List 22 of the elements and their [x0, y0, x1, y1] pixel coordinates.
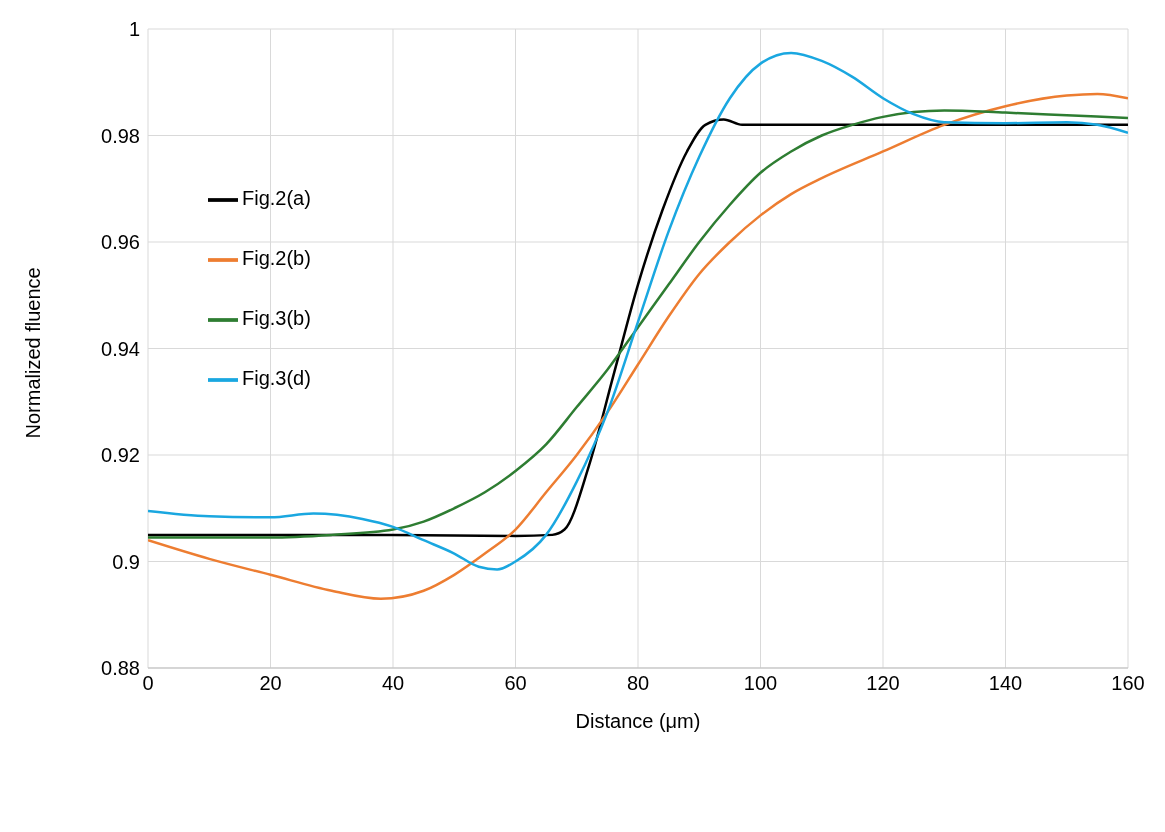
y-tick-label: 0.94	[101, 337, 140, 360]
x-tick-label: 80	[626, 672, 650, 695]
x-tick-label: 60	[504, 672, 527, 695]
legend-label: Fig.2(a)	[242, 187, 311, 209]
legend-label: Fig.2(b)	[242, 247, 311, 269]
x-tick-label: 0	[142, 672, 154, 695]
x-tick-label: 140	[988, 672, 1023, 695]
x-tick-label: 100	[743, 672, 778, 695]
x-axis-title: Distance (μm)	[575, 710, 701, 732]
legend-label: Fig.3(d)	[242, 367, 311, 389]
y-tick-label: 0.98	[101, 124, 140, 147]
legend-label: Fig.3(b)	[242, 307, 311, 329]
y-tick-label: 0.96	[101, 231, 140, 254]
x-tick-label: 20	[259, 672, 282, 695]
y-tick-label: 0.9	[112, 550, 140, 573]
x-tick-label: 120	[866, 672, 900, 695]
y-tick-label: 1	[128, 18, 140, 41]
x-tick-label: 160	[1111, 672, 1145, 695]
x-tick-label: 40	[381, 672, 405, 695]
y-tick-label: 0.88	[101, 657, 140, 680]
y-tick-label: 0.92	[101, 444, 140, 467]
y-axis-title: Normalized fluence	[22, 267, 45, 439]
